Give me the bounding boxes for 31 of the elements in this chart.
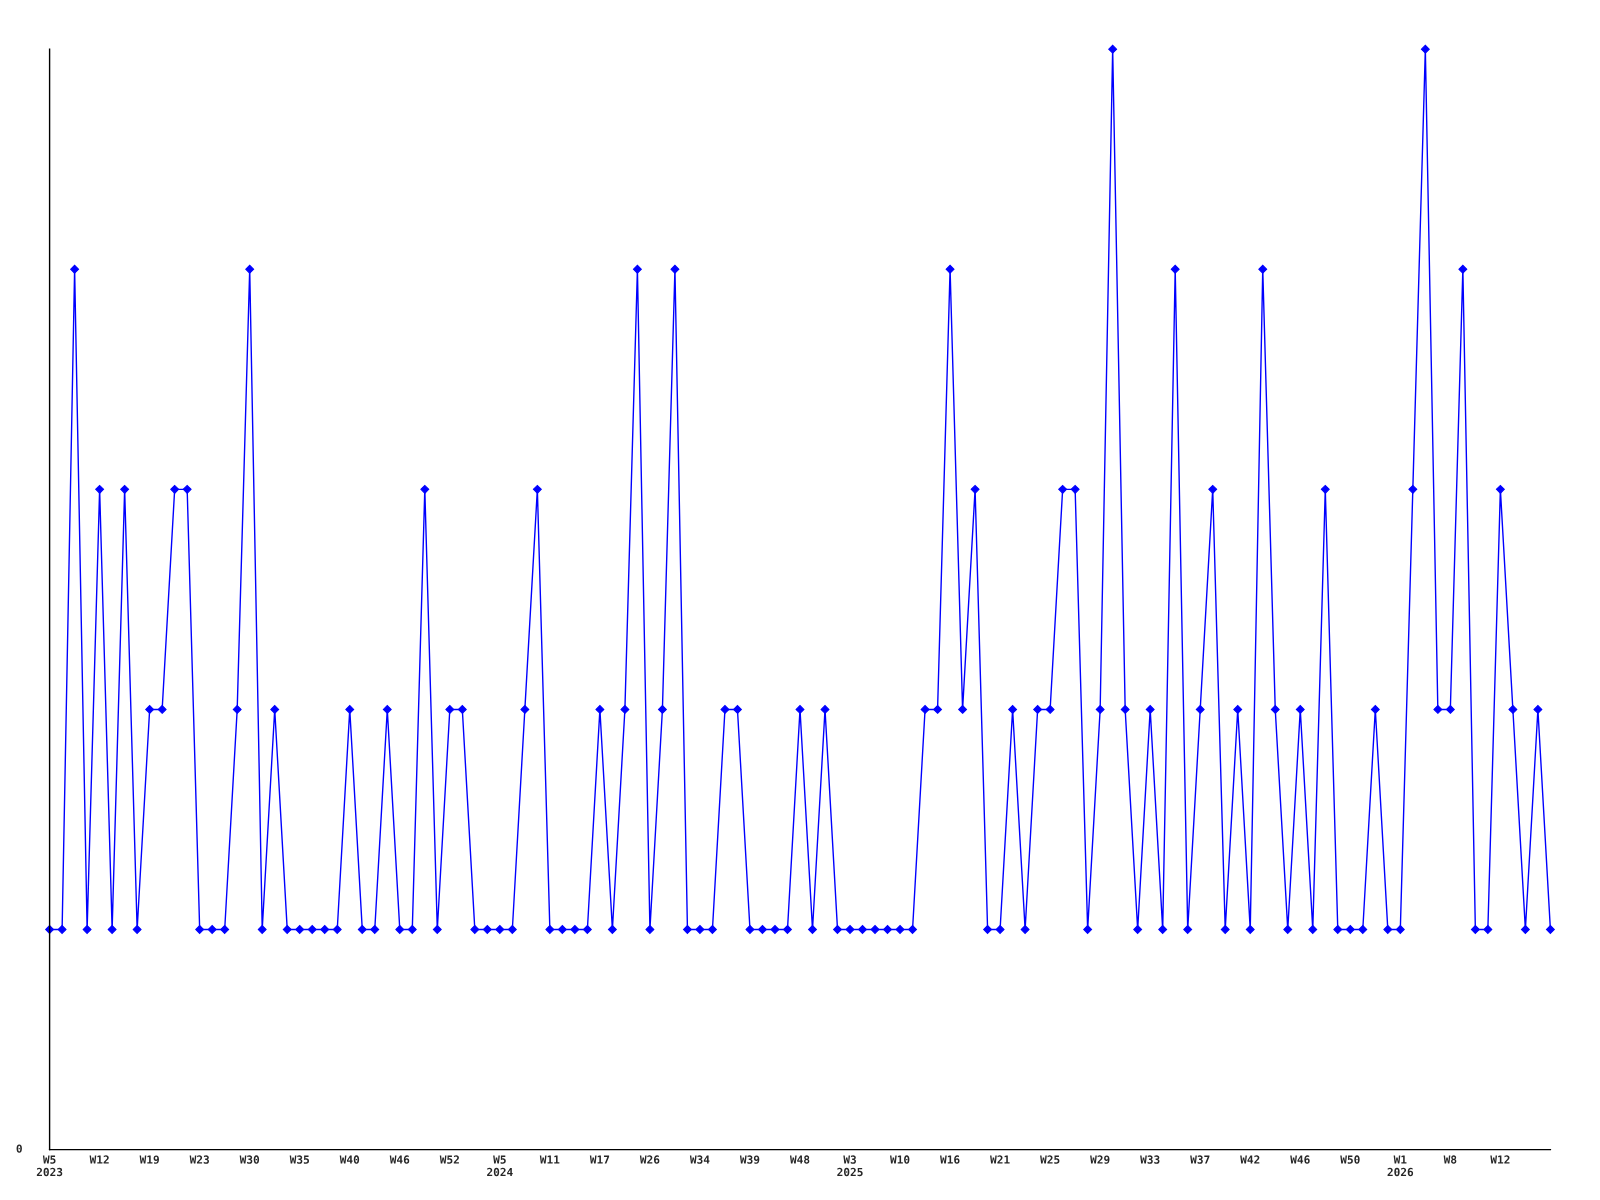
x-tick-label: W29 [1090,1155,1110,1164]
x-tick-label: W25 [1040,1155,1060,1164]
x-tick-label: W23 [189,1155,209,1164]
x-tick-label: W48 [789,1155,810,1164]
x-tick-label: W35 [289,1155,310,1164]
x-tick-label: W39 [739,1155,760,1164]
x-tick-label: W52 [439,1155,459,1164]
x-tick-label: W11 [539,1155,560,1164]
x-tick-label: W12 [1490,1155,1510,1164]
x-tick-label: W3 2025 [837,1155,863,1177]
x-tick-label: W50 [1340,1155,1360,1164]
x-tick-label: W26 [639,1155,660,1164]
x-tick-label: W46 [389,1155,410,1164]
x-tick-label: W33 [1140,1155,1160,1164]
x-tick-label: W8 [1443,1155,1457,1164]
x-tick-label: W21 [990,1155,1010,1164]
x-tick-label: W40 [339,1155,360,1164]
x-tick-label: W16 [940,1155,960,1164]
x-tick-label: W17 [589,1155,610,1164]
x-tick-label: W10 [890,1155,910,1164]
text: 0 [16,1144,22,1153]
x-tick-label: W5 2023 [36,1155,63,1177]
x-tick-label: W46 [1290,1155,1310,1164]
x-tick-label: W42 [1240,1155,1260,1164]
x-tick-label: W1 2026 [1387,1155,1414,1177]
x-tick-label: W19 [139,1155,159,1164]
x-tick-label: W34 [689,1155,710,1164]
x-tick-label: W12 [89,1155,109,1164]
x-tick-label: W5 2024 [487,1155,513,1177]
x-tick-label: W37 [1190,1155,1210,1164]
x-tick-label: W30 [239,1155,260,1164]
